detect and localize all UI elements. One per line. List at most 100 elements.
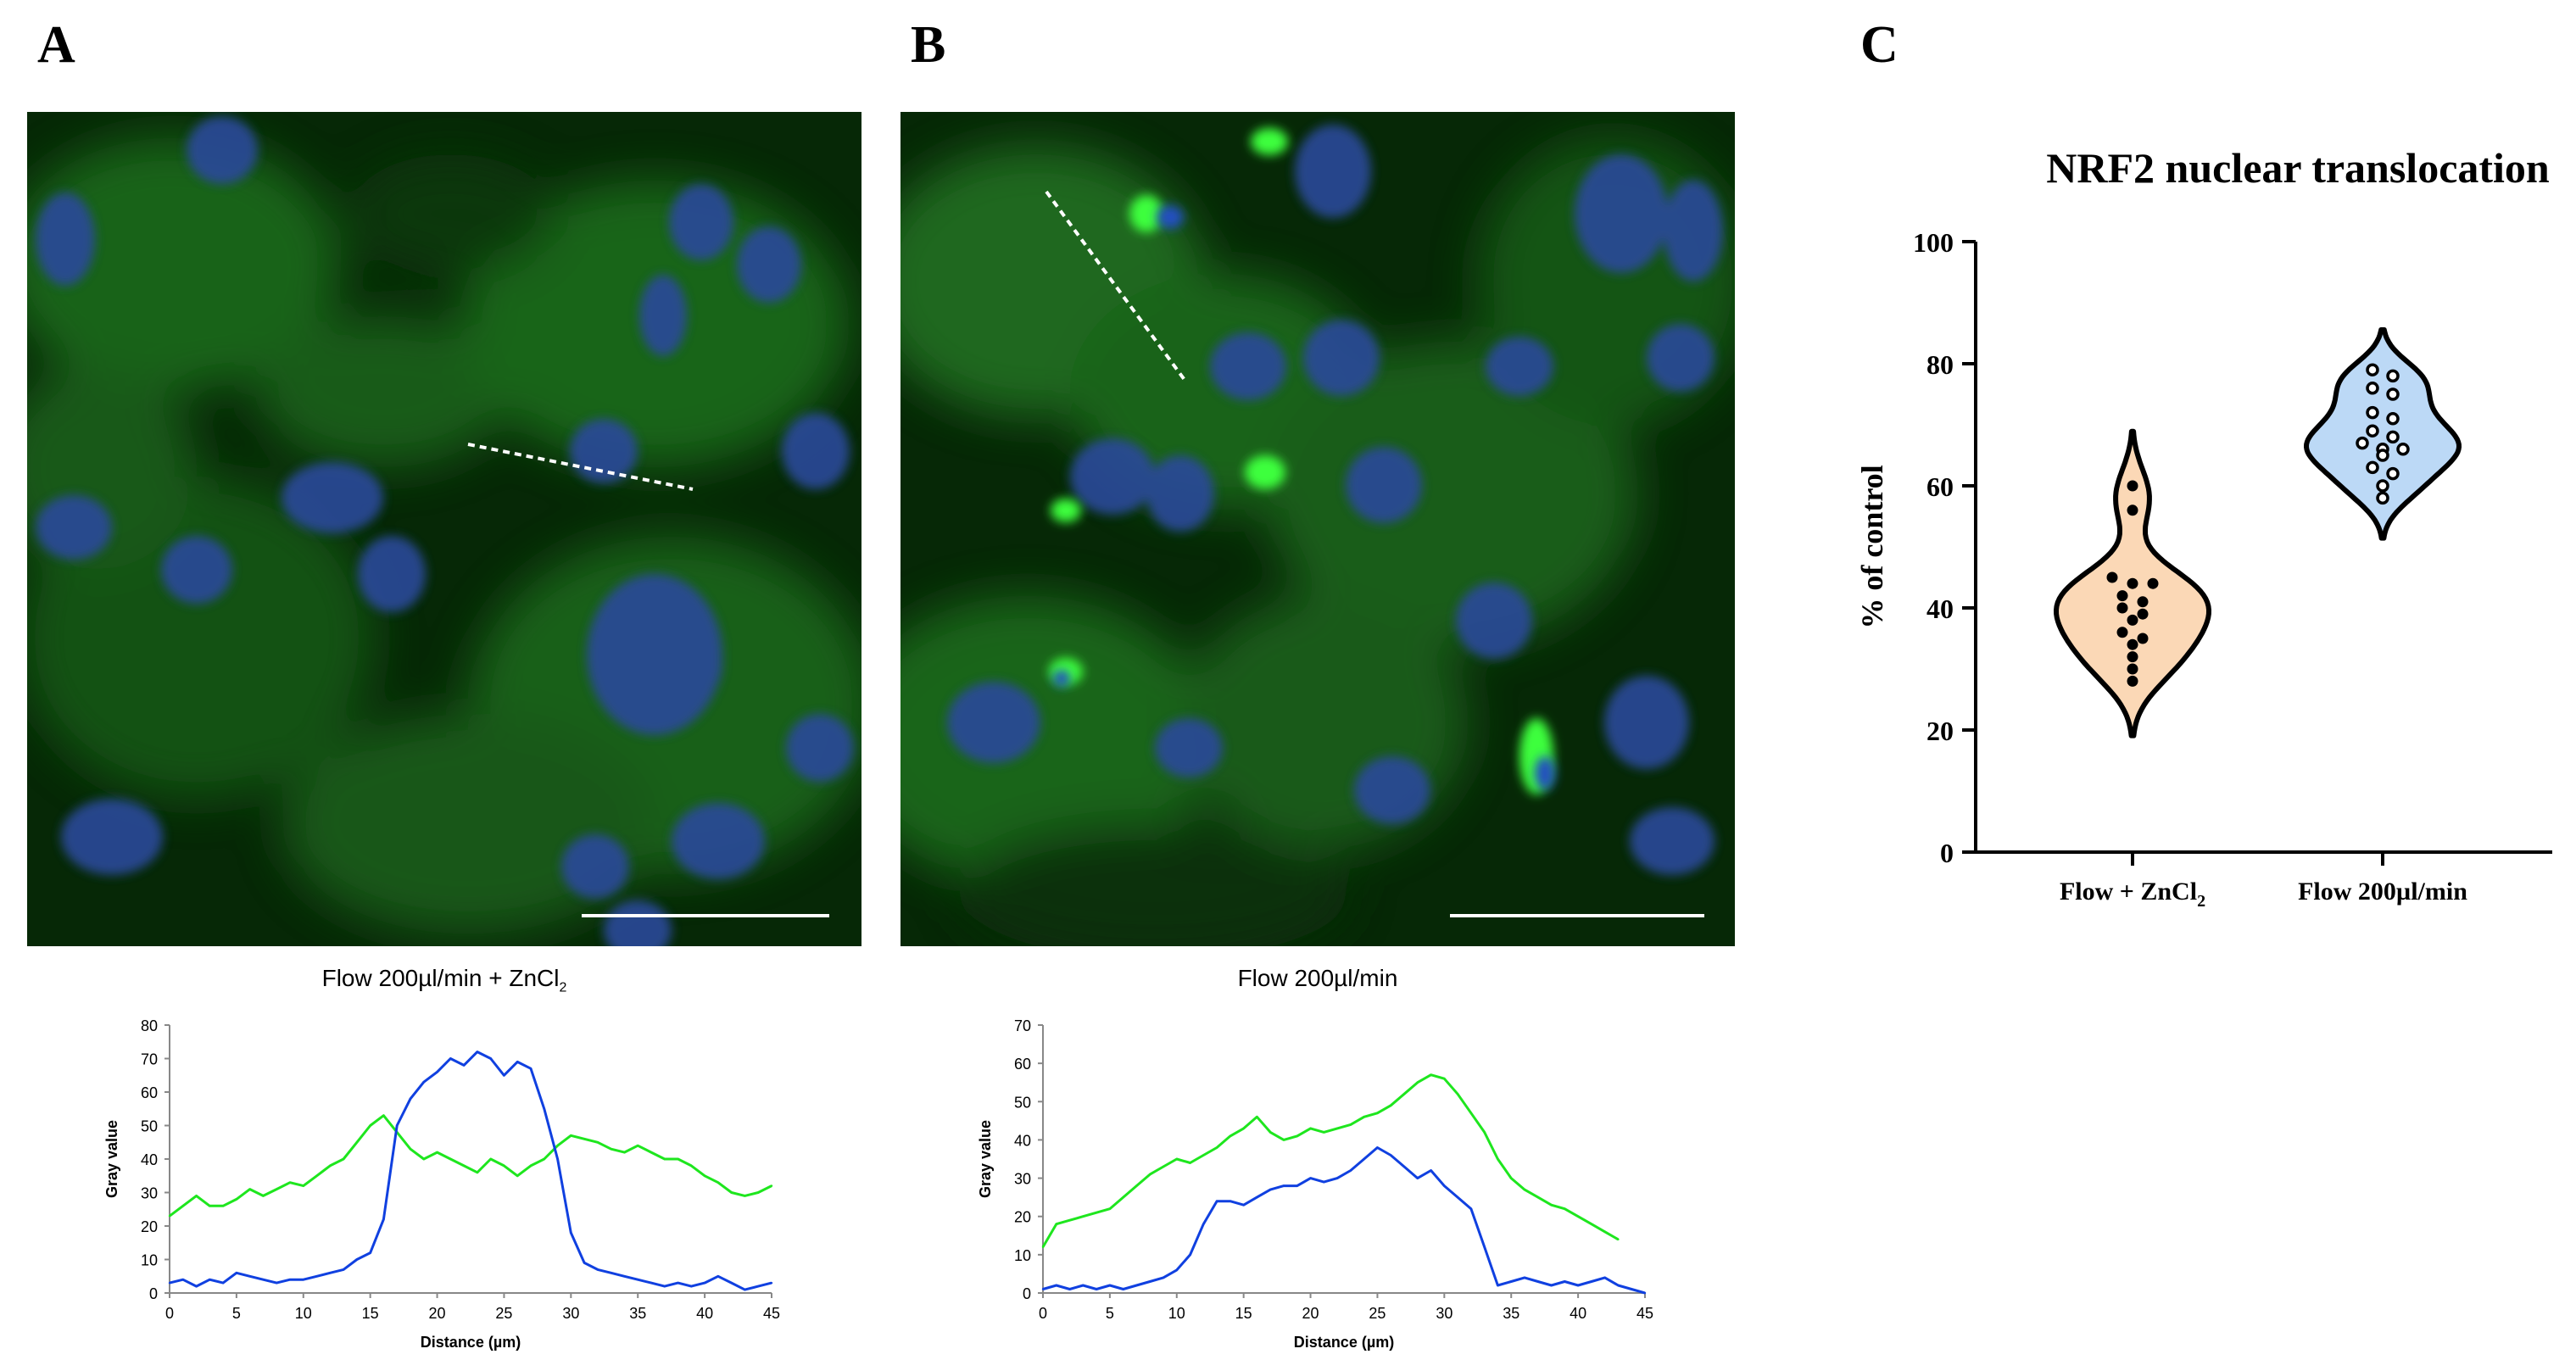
data-point-blue: [235, 1272, 238, 1274]
data-point-blue: [1149, 1280, 1151, 1283]
data-point-green: [329, 1164, 332, 1168]
data-point-blue: [1068, 1288, 1071, 1290]
data-point-green: [1068, 1219, 1071, 1222]
data-point-green: [235, 1198, 238, 1201]
data-point-green: [436, 1151, 438, 1154]
x-tick-label: 35: [629, 1305, 646, 1322]
data-point-blue: [637, 1279, 639, 1281]
data-point-blue: [583, 1262, 586, 1264]
data-point-green: [462, 1164, 466, 1168]
data-point-green: [1323, 1131, 1325, 1134]
data-point-blue: [516, 1061, 519, 1063]
data-point-green: [1082, 1215, 1084, 1218]
caption-b-main: Flow 200µl/min: [1237, 965, 1398, 991]
data-point-green: [276, 1188, 278, 1190]
data-point-green: [1335, 1127, 1339, 1130]
data-point-green: [168, 1214, 171, 1218]
data-point: [2137, 596, 2149, 608]
data-point-blue: [770, 1281, 773, 1285]
data-point-blue: [1215, 1200, 1218, 1202]
series-line-green: [1041, 1073, 1620, 1248]
data-point-green: [516, 1174, 519, 1177]
data-point: [2366, 363, 2379, 376]
data-point-green: [1363, 1116, 1365, 1118]
x-tick-label: 40: [1570, 1305, 1586, 1322]
data-point-blue: [276, 1281, 278, 1285]
data-point: [2116, 627, 2128, 638]
data-point-blue: [449, 1057, 452, 1060]
data-point-green: [1564, 1207, 1566, 1210]
data-point-blue: [596, 1268, 599, 1271]
data-point-green: [663, 1157, 666, 1161]
data-point-blue: [355, 1258, 359, 1261]
x-tick-label: 20: [429, 1305, 446, 1322]
y-tick-label: 0: [149, 1285, 158, 1302]
y-tick-label: 60: [141, 1084, 158, 1101]
data-point-green: [1149, 1173, 1151, 1176]
data-point-green: [209, 1205, 211, 1207]
y-tick-label: 60: [1014, 1056, 1031, 1073]
data-point-green: [716, 1181, 720, 1184]
data-point-blue: [703, 1281, 706, 1285]
data-point-green: [449, 1157, 452, 1161]
data-point-blue: [342, 1268, 345, 1271]
data-point-blue: [1122, 1288, 1124, 1290]
x-tick-label: 45: [763, 1305, 780, 1322]
y-tick-label: 50: [141, 1118, 158, 1135]
data-point-blue: [1469, 1207, 1473, 1210]
data-point-green: [1041, 1246, 1045, 1249]
data-point-blue: [623, 1275, 626, 1278]
data-point-green: [1269, 1131, 1272, 1134]
data-point: [2356, 436, 2369, 450]
y-tick-label: 80: [141, 1017, 158, 1034]
y-tick-label: 60: [1926, 471, 1954, 502]
data-point-green: [744, 1195, 746, 1197]
data-point-blue: [248, 1275, 251, 1278]
caption-b: Flow 200µl/min: [900, 965, 1735, 992]
series-line-green: [169, 1114, 772, 1218]
data-point-green: [355, 1141, 359, 1144]
data-point-green: [382, 1114, 385, 1117]
profile-chart-a: 0 10 20 30 40 50 60 70 80 0 5 10 15 20 25 30 35 40 45 Dista…: [103, 1017, 780, 1351]
data-point-green: [1469, 1112, 1473, 1115]
data-point: [2127, 638, 2138, 650]
data-point-blue: [650, 1281, 653, 1285]
data-point-blue: [1603, 1276, 1606, 1279]
x-tick-label: 15: [362, 1305, 379, 1322]
data-point-blue: [195, 1285, 198, 1288]
data-point-blue: [369, 1251, 371, 1254]
x-tick-label: 15: [1235, 1305, 1252, 1322]
data-point-green: [529, 1164, 532, 1168]
data-point-green: [570, 1134, 572, 1137]
data-point-blue: [168, 1281, 171, 1285]
panel-letter-a: A: [37, 16, 75, 74]
data-point-green: [1443, 1078, 1446, 1080]
data-point-blue: [1242, 1203, 1245, 1207]
data-point-green: [1095, 1212, 1098, 1214]
data-point: [2376, 449, 2389, 462]
data-point: [2127, 675, 2138, 687]
data-point-blue: [1631, 1288, 1633, 1290]
series-line-blue: [169, 1051, 772, 1291]
caption-a-sub: 2: [559, 980, 567, 995]
data-point: [2386, 412, 2400, 426]
data-point: [2116, 590, 2128, 602]
data-point-blue: [1082, 1284, 1084, 1287]
data-point-green: [1576, 1215, 1580, 1218]
data-point-green: [181, 1205, 184, 1207]
x-tick-label: 45: [1636, 1305, 1653, 1322]
data-point-green: [476, 1171, 479, 1173]
data-point-blue: [436, 1071, 438, 1073]
data-point-blue: [1523, 1276, 1526, 1279]
data-point-blue: [1296, 1184, 1298, 1187]
data-point-blue: [610, 1272, 612, 1274]
data-point-green: [489, 1157, 492, 1161]
data-point-blue: [744, 1288, 746, 1291]
y-tick-label: 10: [141, 1252, 158, 1269]
y-tick-label: 50: [1014, 1094, 1031, 1111]
data-point-blue: [1309, 1177, 1312, 1179]
data-point-green: [248, 1188, 251, 1190]
data-point-blue: [1202, 1223, 1205, 1225]
data-point-blue: [503, 1074, 505, 1077]
violin-chart-c: NRF2 nuclear translocation 0 20 40 60 80 100 % …: [1855, 144, 2552, 911]
